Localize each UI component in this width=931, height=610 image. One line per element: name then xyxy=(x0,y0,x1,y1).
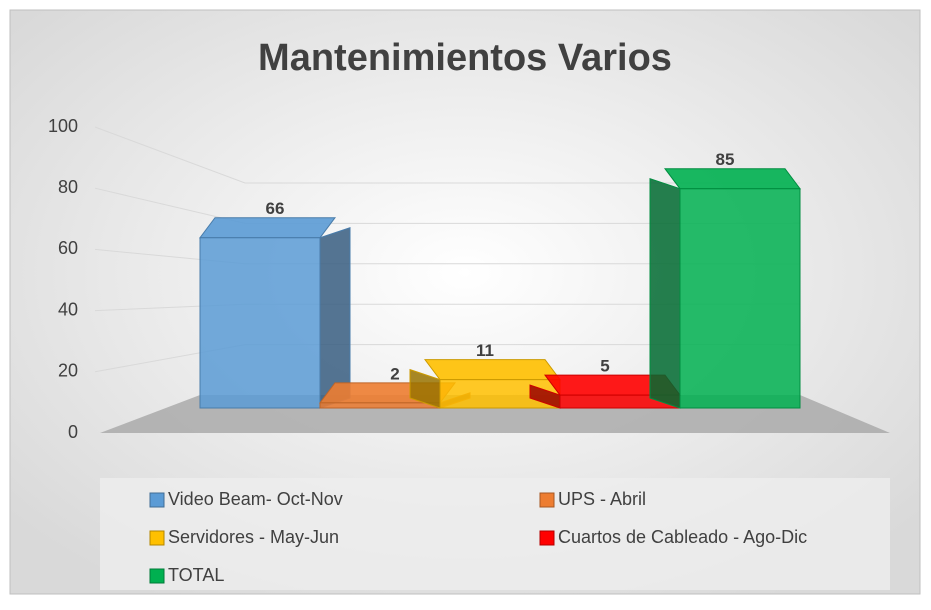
data-label: 66 xyxy=(266,199,285,218)
y-tick-label: 100 xyxy=(48,116,78,136)
grid-line xyxy=(94,126,800,184)
bar-side xyxy=(649,178,681,409)
legend-swatch xyxy=(539,492,555,508)
bar-side xyxy=(319,227,351,409)
y-tick-label: 60 xyxy=(58,238,78,258)
legend-swatch xyxy=(539,530,555,546)
data-label: 85 xyxy=(716,150,735,169)
data-label: 2 xyxy=(390,364,399,383)
legend-box xyxy=(100,478,890,590)
legend-label: TOTAL xyxy=(168,565,224,585)
bar-top xyxy=(199,217,336,239)
data-label: 11 xyxy=(476,341,494,360)
data-label: 5 xyxy=(600,357,609,376)
y-tick-label: 40 xyxy=(58,299,78,319)
y-tick-label: 80 xyxy=(58,177,78,197)
bar-top xyxy=(664,168,801,190)
legend-label: Cuartos de Cableado - Ago-Dic xyxy=(558,527,807,547)
legend-label: UPS - Abril xyxy=(558,489,646,509)
bar xyxy=(199,237,321,409)
legend-label: Servidores - May-Jun xyxy=(168,527,339,547)
chart-title: Mantenimientos Varios xyxy=(258,37,672,79)
legend-swatch xyxy=(149,530,165,546)
legend-swatch xyxy=(149,568,165,584)
bar-top xyxy=(424,359,561,381)
bar xyxy=(319,402,441,409)
legend-swatch xyxy=(149,492,165,508)
legend-label: Video Beam- Oct-Nov xyxy=(168,489,343,509)
y-tick-label: 20 xyxy=(58,361,78,381)
bar xyxy=(679,188,801,409)
y-tick-label: 0 xyxy=(68,422,78,442)
